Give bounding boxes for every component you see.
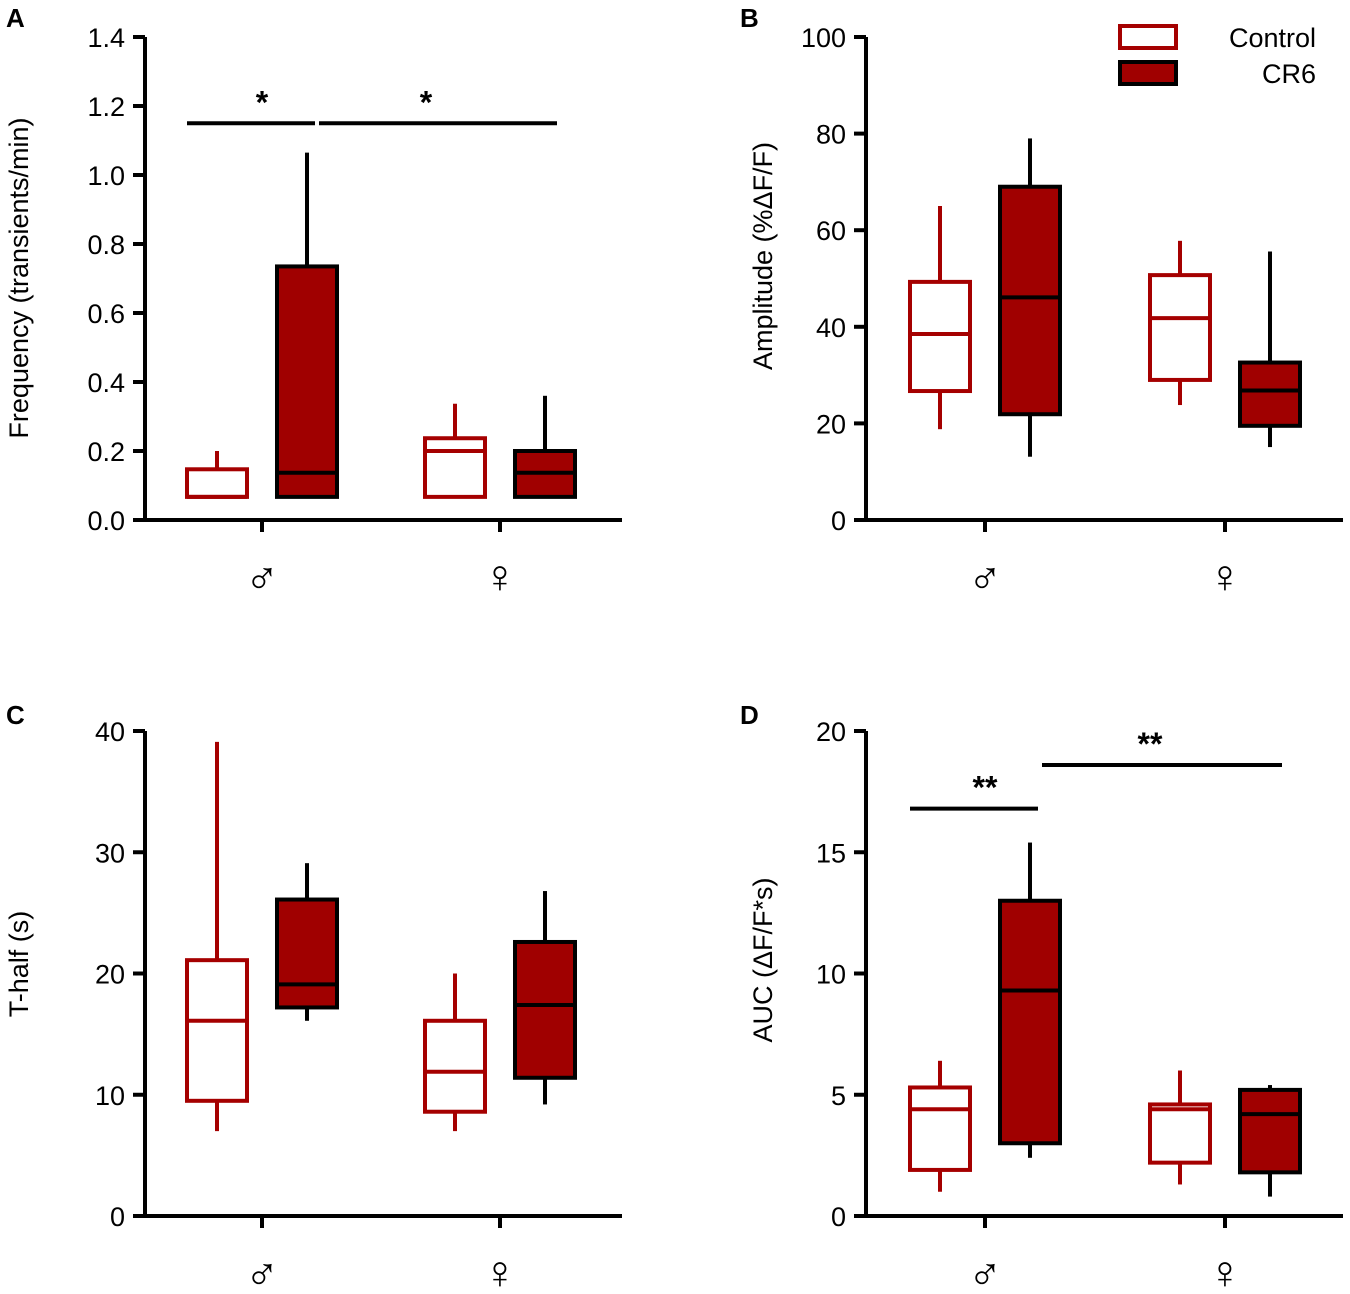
y-tick-label: 10 [816,960,846,990]
panel-b: B 0 20 40 60 80 100 ♂ ♀ Amplitude (%ΔF/F) [740,3,1343,602]
box-cr6-female [1238,1087,1302,1175]
box-control-female [423,436,487,499]
y-tick-label: 0 [831,1202,846,1232]
legend: Control CR6 [1118,23,1316,89]
y-axis-label: Amplitude (%ΔF/F) [748,142,778,370]
legend-label-control: Control [1229,23,1316,53]
y-tick-label: 0.0 [87,506,125,536]
y-tick-label: 80 [816,120,846,150]
legend-swatch-control [1118,24,1178,50]
panel-c: C 0 10 20 30 40 ♂ ♀ T-half (s) [4,700,622,1294]
box-control-male [908,279,972,394]
box-cr6-male [275,264,339,499]
significance-label: * [256,84,269,120]
box-control-female [1148,1102,1212,1165]
y-tick-label: 40 [816,313,846,343]
x-category-label: ♀ [483,1246,518,1294]
panel-a: A 0.0 0.2 0.4 0.6 0.8 1.0 1.2 1.4 ♂ ♀ Frequency (t… [4,3,622,602]
y-axis-label: Frequency (transients/min) [4,117,34,438]
y-axis-label: AUC (ΔF/F*s) [748,877,778,1042]
y-tick-label: 15 [816,838,846,868]
y-tick-label: 20 [816,409,846,439]
y-tick-label: 60 [816,216,846,246]
panel-d: D 0 5 10 15 20 ♂ ♀ AUC (ΔF/F*s) ** ** [740,700,1343,1294]
box-cr6-male [998,184,1062,417]
panel-letter-a: A [6,3,25,33]
y-tick-label: 30 [95,838,125,868]
box-cr6-female [1238,360,1302,428]
box-cr6-male [275,897,339,1010]
y-tick-label: 0 [831,506,846,536]
y-tick-label: 1.4 [87,23,125,53]
y-tick-label: 0.8 [87,230,125,260]
box-control-male [185,467,249,499]
x-category-label: ♀ [483,550,518,602]
box-control-male [185,958,249,1103]
y-tick-label: 5 [831,1081,846,1111]
y-tick-label: 10 [95,1081,125,1111]
y-tick-label: 0 [110,1202,125,1232]
y-tick-label: 20 [95,960,125,990]
x-category-label: ♀ [1208,1246,1243,1294]
y-tick-label: 0.4 [87,368,125,398]
significance-label: ** [1138,726,1163,762]
legend-swatch-cr6 [1118,60,1178,86]
box-cr6-female [513,939,577,1080]
y-tick-label: 20 [816,717,846,747]
significance-label: * [420,84,433,120]
x-category-label: ♂ [968,1246,1003,1294]
y-tick-label: 1.2 [87,92,125,122]
panel-letter-c: C [6,700,25,730]
x-category-label: ♀ [1208,550,1243,602]
y-tick-label: 40 [95,717,125,747]
y-axis-label: T-half (s) [4,911,34,1018]
x-category-label: ♂ [245,550,280,602]
y-tick-label: 0.2 [87,437,125,467]
box-control-male [908,1085,972,1172]
y-tick-label: 100 [801,23,846,53]
y-tick-label: 0.6 [87,299,125,329]
x-category-label: ♂ [968,550,1003,602]
box-control-female [423,1018,487,1114]
legend-label-cr6: CR6 [1262,59,1316,89]
y-tick-label: 1.0 [87,161,125,191]
significance-label: ** [973,770,998,806]
box-cr6-male [998,898,1062,1146]
panel-letter-b: B [740,3,759,33]
panel-letter-d: D [740,700,759,730]
box-control-female [1148,273,1212,382]
x-category-label: ♂ [245,1246,280,1294]
